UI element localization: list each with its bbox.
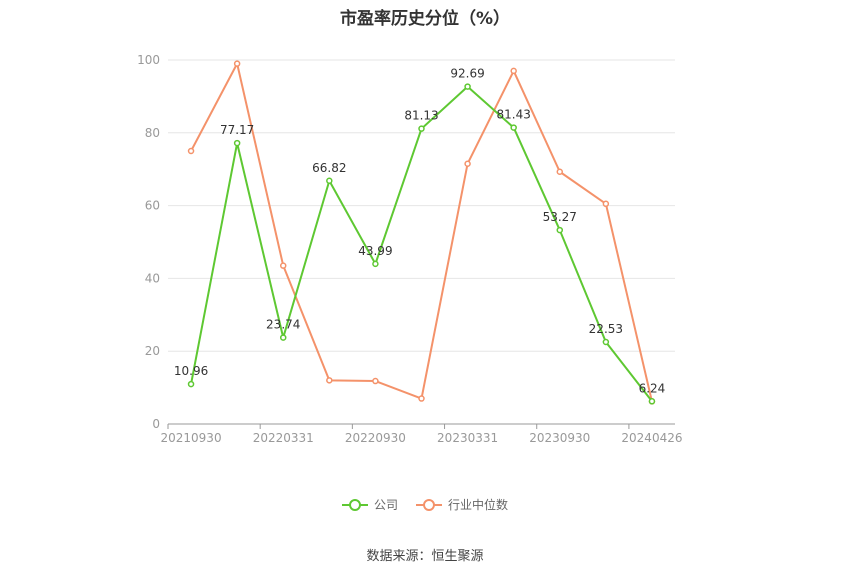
data-point [326,377,333,384]
data-point [602,200,610,208]
data-point [372,377,379,385]
legend-label-industry-median: 行业中位数 [448,498,509,512]
x-tick-label: 20230331 [437,431,498,445]
x-tick-label: 20230930 [529,431,590,445]
y-tick-label: 60 [145,199,160,213]
data-label: 53.27 [543,210,577,224]
data-point [187,380,195,388]
grid-lines [168,59,675,352]
data-labels: 10.96 77.17 23.74 66.82 43.99 81.13 92.69 81.43… [174,67,665,396]
y-axis-ticks: 0 20 40 60 80 100 [137,53,160,431]
series-line [190,85,653,402]
x-tick-label: 20210930 [161,431,222,445]
data-point [187,147,195,155]
y-tick-label: 40 [145,271,160,285]
legend-marker-company [341,498,368,511]
data-label: 10.96 [174,364,208,378]
data-label: 22.53 [589,322,623,336]
legend-label-company: 公司 [373,498,398,512]
data-point [510,124,517,131]
x-tick-label: 20240426 [621,431,682,445]
x-tick-label: 20220331 [253,431,314,445]
data-point [602,338,610,346]
data-point [556,168,564,175]
data-point [464,83,471,90]
y-tick-label: 0 [152,417,160,431]
data-label: 23.74 [266,318,300,332]
legend-item-industry-median[interactable]: 行业中位数 [416,496,508,513]
data-label: 43.99 [358,244,392,258]
data-label: 81.13 [404,109,438,123]
data-point [326,177,333,185]
data-point [233,60,241,67]
data-point [510,67,517,75]
y-tick-label: 80 [145,126,160,140]
data-point [556,226,564,234]
data-label: 92.69 [450,67,484,81]
data-point [418,395,425,402]
data-point [372,260,379,268]
legend: 公司 行业中位数 [0,496,850,513]
legend-item-company[interactable]: 公司 [341,496,398,513]
data-point [648,398,656,405]
data-source: 数据来源：恒生聚源 [366,549,484,564]
data-point [233,139,241,147]
data-point [464,160,471,167]
data-point [279,262,287,269]
data-label: 77.17 [220,123,254,137]
x-axis: 20210930 20220331 20220930 20230331 20230930… [161,423,682,445]
data-label: 66.82 [312,161,346,175]
legend-marker-industry-median [416,498,442,511]
x-tick-label: 20220930 [345,431,406,445]
data-label: 81.43 [497,108,531,122]
y-tick-label: 20 [145,344,160,358]
y-tick-label: 100 [137,53,160,67]
data-label: 6.24 [639,381,666,395]
series-lines [187,60,656,405]
data-point [418,125,425,132]
data-point [279,334,287,341]
chart-title: 市盈率历史分位（%） [339,9,511,29]
